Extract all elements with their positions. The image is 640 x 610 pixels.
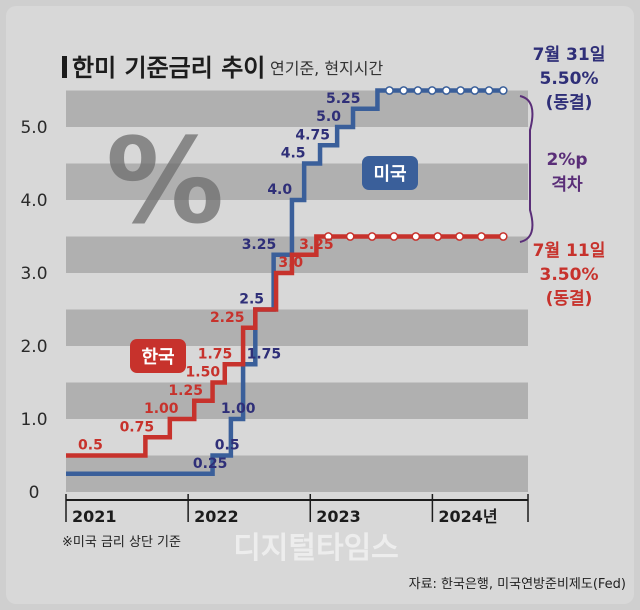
us-value-label: 4.5 bbox=[281, 146, 306, 162]
us-frozen-dot bbox=[498, 86, 508, 95]
korea-value-label: 1.50 bbox=[186, 365, 221, 381]
y-tick-label: 4.0 bbox=[20, 191, 47, 211]
x-tick-label: 2022 bbox=[194, 507, 239, 526]
korea-value-label: 1.25 bbox=[168, 383, 203, 399]
korea-frozen-dot bbox=[498, 232, 508, 241]
grid-band bbox=[66, 382, 528, 419]
gap-word: 격차 bbox=[551, 175, 583, 195]
us-rate-line bbox=[66, 88, 504, 476]
series-layer bbox=[66, 86, 508, 476]
source-note: 자료: 한국은행, 미국연방준비제도(Fed) bbox=[409, 576, 626, 592]
y-tick-label: 0 bbox=[29, 483, 40, 503]
x-tick-label: 2024년 bbox=[438, 507, 497, 526]
us-end-date: 7월 31일 bbox=[533, 45, 606, 65]
us-badge-label: 미국 bbox=[373, 164, 406, 185]
korea-end-note: 7월 11일 3.50% (동결) bbox=[533, 241, 606, 309]
korea-badge-box bbox=[130, 339, 186, 373]
us-value-label: 5.0 bbox=[316, 109, 341, 125]
us-frozen-dot bbox=[456, 86, 465, 95]
korea-end-status: (동결) bbox=[546, 289, 593, 309]
us-frozen-dot bbox=[385, 86, 394, 95]
us-value-label: 4.75 bbox=[295, 127, 330, 143]
korea-frozen-dot bbox=[345, 232, 355, 241]
us-badge-box bbox=[362, 156, 418, 190]
gap-value: 2%p bbox=[546, 150, 587, 170]
korea-frozen-dot bbox=[455, 232, 464, 241]
korea-frozen-dot bbox=[411, 232, 421, 241]
y-tick-label: 3.0 bbox=[20, 264, 47, 284]
data-labels: 0.25 0.5 1.00 1.75 2.5 3.25 4.0 4.5 4.75 5.0 5.25 0… bbox=[78, 91, 360, 472]
us-frozen-dot bbox=[413, 86, 423, 95]
y-tick-label: 1.0 bbox=[20, 410, 47, 430]
us-value-label: 4.0 bbox=[267, 182, 292, 198]
gap-note: 2%p 격차 bbox=[546, 150, 587, 195]
korea-end-value: 3.50% bbox=[540, 265, 599, 285]
chart-subtitle: 연기준, 현지시간 bbox=[270, 59, 383, 78]
x-tick-label: 2021 bbox=[72, 507, 117, 526]
grid-band bbox=[66, 163, 528, 200]
grid-band bbox=[66, 90, 528, 127]
us-frozen-dot bbox=[470, 86, 480, 95]
x-axis: 2021 2022 2023 2024년 bbox=[65, 494, 529, 526]
korea-frozen-dot bbox=[433, 232, 443, 241]
gap-bracket bbox=[519, 95, 534, 243]
y-axis-ticks: 0 1.0 2.0 3.0 4.0 5.0 bbox=[20, 118, 47, 503]
korea-value-label: 3.0 bbox=[278, 255, 303, 271]
us-frozen-dot bbox=[427, 86, 437, 95]
us-series-badge: 미국 bbox=[362, 156, 418, 190]
korea-frozen-dot bbox=[367, 232, 377, 241]
korea-value-label: 1.00 bbox=[144, 401, 179, 417]
korea-value-label: 2.25 bbox=[210, 310, 245, 326]
korea-value-label: 1.75 bbox=[198, 346, 233, 362]
percent-glyph: % bbox=[106, 112, 224, 250]
us-frozen-dot bbox=[399, 86, 409, 95]
korea-frozen-dot bbox=[477, 232, 486, 241]
us-end-status: (동결) bbox=[546, 93, 593, 113]
korea-value-label: 3.25 bbox=[299, 237, 334, 253]
us-value-label: 1.00 bbox=[221, 401, 256, 417]
us-value-label: 3.25 bbox=[242, 237, 277, 253]
us-end-value: 5.50% bbox=[540, 69, 599, 89]
background-panel bbox=[6, 6, 634, 604]
y-tick-label: 2.0 bbox=[20, 337, 47, 357]
footnote: ※미국 금리 상단 기준 bbox=[62, 535, 181, 550]
us-value-label: 2.5 bbox=[239, 292, 264, 308]
korea-value-label: 0.5 bbox=[78, 438, 103, 454]
korea-rate-line bbox=[66, 234, 504, 458]
korea-frozen-dot bbox=[389, 232, 399, 241]
korea-series-badge: 한국 bbox=[130, 339, 186, 373]
korea-end-date: 7월 11일 bbox=[533, 241, 606, 261]
korea-frozen-dot bbox=[324, 232, 333, 241]
us-value-label: 0.25 bbox=[193, 456, 228, 472]
korea-badge-label: 한국 bbox=[141, 347, 174, 368]
title-marker bbox=[62, 56, 67, 78]
korea-value-label: 0.75 bbox=[120, 419, 155, 435]
watermark: 디지털타임스 bbox=[233, 531, 399, 566]
us-value-label: 5.25 bbox=[326, 91, 361, 107]
gridline-bands bbox=[66, 90, 528, 492]
us-value-label: 1.75 bbox=[247, 346, 282, 362]
x-tick-label: 2023 bbox=[316, 507, 361, 526]
us-value-label: 0.5 bbox=[215, 438, 240, 454]
us-end-note: 7월 31일 5.50% (동결) bbox=[533, 45, 606, 113]
us-frozen-dot bbox=[441, 86, 451, 95]
us-frozen-dot bbox=[484, 86, 494, 95]
y-tick-label: 5.0 bbox=[20, 118, 47, 138]
chart-title: 한미 기준금리 추이 bbox=[72, 54, 265, 82]
